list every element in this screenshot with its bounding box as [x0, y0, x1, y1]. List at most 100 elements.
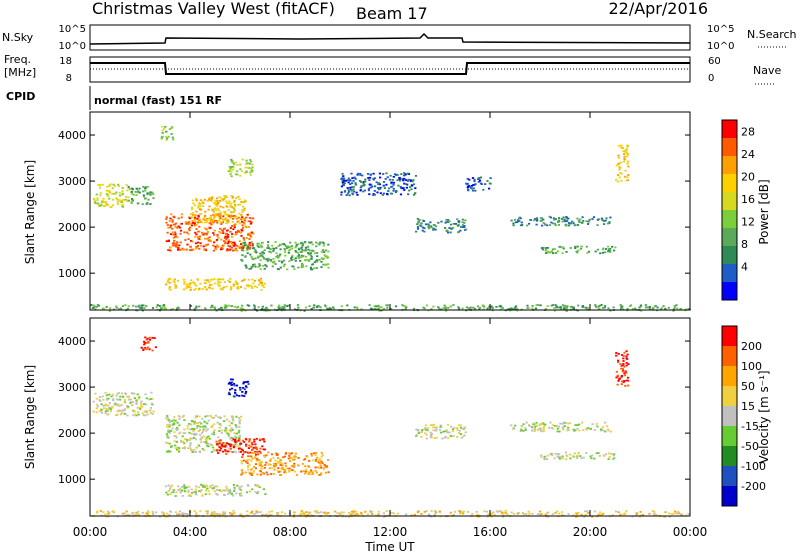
vel-cell	[133, 392, 136, 395]
pwr-cell	[577, 249, 580, 252]
vel-cell	[239, 489, 242, 491]
vel-cell	[325, 513, 328, 516]
pwr-cell	[391, 192, 394, 195]
pwr-cell	[211, 304, 214, 307]
pwr-cell	[416, 226, 420, 228]
pwr-cell	[127, 305, 130, 308]
vel-cell	[191, 437, 194, 440]
vel-cell	[276, 454, 279, 456]
vel-cell	[243, 388, 246, 391]
vel-cell	[613, 453, 616, 455]
vel-cell	[219, 444, 222, 447]
vel-cell	[200, 422, 203, 425]
vel-cell	[300, 470, 303, 473]
vel-cell	[432, 426, 435, 429]
pwr-cell	[464, 219, 467, 222]
vel-cell	[259, 438, 262, 441]
vel-cell	[109, 410, 112, 413]
vel-cell	[415, 435, 418, 437]
pwr-cell	[234, 249, 237, 251]
pwr-cell	[167, 226, 170, 229]
pwr-cell	[469, 186, 472, 188]
pwr-cell	[248, 167, 251, 169]
vel-cell	[542, 428, 545, 431]
pwr-cell	[239, 286, 242, 288]
vel-cell	[459, 433, 462, 435]
pwr-cell	[259, 252, 262, 255]
pwr-region-11	[465, 176, 492, 192]
pwr-cell	[458, 308, 461, 310]
pwr-cell	[481, 304, 484, 307]
vel-cell	[167, 419, 170, 421]
pwr-cell	[231, 233, 234, 235]
vel-cell	[241, 394, 244, 397]
pwr-cell	[236, 170, 239, 173]
vel-cell	[171, 423, 175, 426]
vel-cell	[567, 426, 570, 429]
pwr-cell	[296, 304, 300, 306]
vel-cell	[668, 515, 672, 518]
vel-cell	[295, 474, 299, 476]
pwr-cell	[184, 223, 188, 225]
pwr-cell	[628, 305, 631, 308]
pwr-cell	[432, 224, 435, 226]
vel-cell	[288, 467, 291, 470]
pwr-cell	[297, 251, 300, 254]
vel-cell	[458, 429, 461, 432]
vel-cell	[224, 450, 227, 453]
pwr-cell	[241, 226, 245, 229]
pwr-cell	[202, 202, 205, 204]
vel-cell	[521, 425, 524, 427]
vel-cell	[307, 465, 310, 467]
pwr-cell	[216, 197, 219, 200]
vel-cell	[256, 457, 259, 460]
vel-cell	[116, 404, 119, 407]
vel-cell	[299, 512, 303, 515]
pwr-cell	[601, 248, 605, 251]
pwr-cell	[452, 222, 455, 225]
pwr-cell	[468, 178, 471, 181]
pwr-cell	[584, 306, 587, 309]
pwr-cell	[241, 158, 244, 161]
vel-cell	[275, 464, 278, 467]
vel-cell	[223, 429, 226, 432]
pwr-cell	[203, 198, 206, 201]
pwr-cell	[304, 306, 308, 309]
vel-cell	[247, 455, 250, 458]
vel-cell	[220, 490, 223, 493]
pwr-cell	[626, 307, 629, 310]
vel-cell	[208, 437, 211, 440]
vel-cell	[173, 415, 176, 418]
pwr-cell	[121, 187, 124, 189]
vel-cell	[190, 449, 193, 452]
vel-cell	[452, 513, 455, 516]
pwr-cell	[257, 255, 260, 258]
pwr-cell	[195, 245, 198, 248]
x-tick-label: 12:00	[373, 525, 408, 539]
pwr-cell	[473, 307, 476, 310]
pwr-cell	[386, 176, 389, 179]
vel-cell	[197, 430, 201, 432]
vel-cell	[435, 436, 438, 439]
pwr-cell	[263, 249, 266, 252]
pwr-cell	[236, 306, 239, 309]
vel-cell	[604, 453, 608, 456]
pwr-cell	[514, 308, 517, 311]
pwr-cell	[193, 222, 196, 224]
vel-cell	[214, 512, 217, 515]
vel-cell	[569, 457, 572, 460]
pwr-cell	[317, 305, 320, 308]
vel-cell	[99, 510, 102, 512]
pwr-colorbar-segment	[722, 210, 737, 229]
vel-cell	[282, 468, 285, 471]
pwr-cell	[210, 218, 214, 221]
vel-cell	[112, 399, 115, 402]
vel-cell	[293, 470, 297, 473]
pwr-cell	[287, 251, 290, 254]
vel-cell	[203, 486, 206, 488]
vel-cell	[144, 346, 147, 349]
vel-cell	[127, 405, 130, 408]
pwr-cell	[409, 186, 412, 188]
pwr-cell	[427, 224, 430, 227]
vel-cell	[522, 423, 525, 426]
